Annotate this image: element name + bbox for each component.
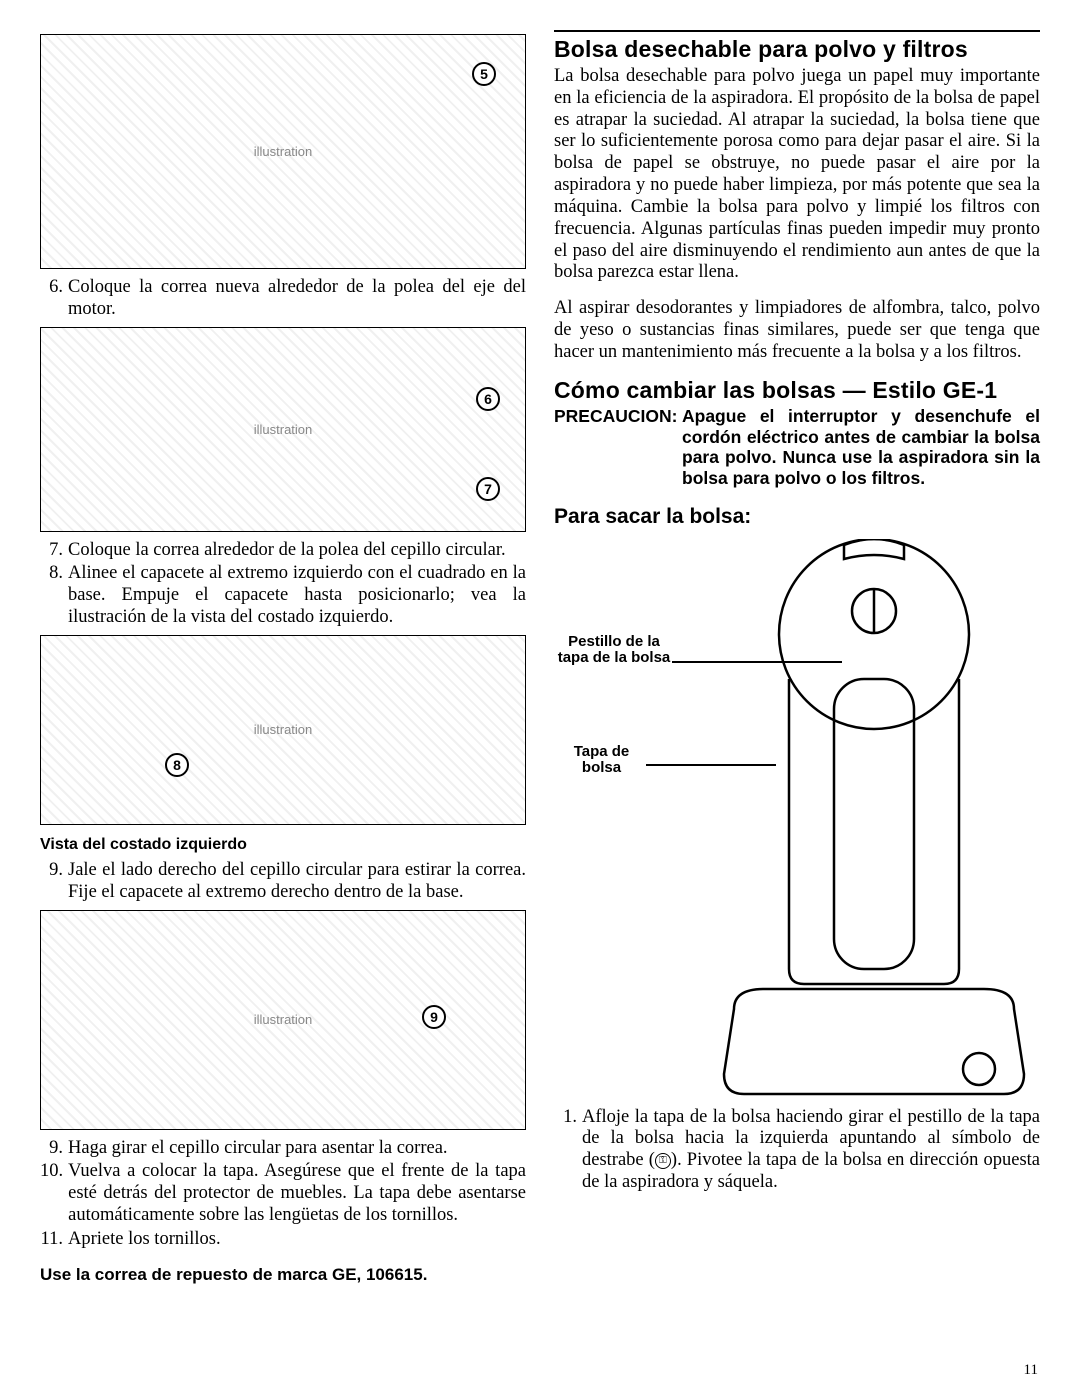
section-title-bag-filters: Bolsa desechable para polvo y filtros [554,36,1040,63]
step-number: 6. [40,277,68,321]
figure-step5: illustration 5 [40,34,526,269]
figure-step9: illustration 9 [40,910,526,1130]
figure-step8: illustration 8 [40,635,526,825]
step-text: Alinee el capacete al extremo izquierdo … [68,563,526,628]
paragraph-fine-particles: Al aspirar desodorantes y limpiadores de… [554,298,1040,363]
caution-text: Apague el interruptor y desenchufe el co… [682,406,1040,489]
step-text: Vuelva a colocar la tapa. Asegúrese que … [68,1161,526,1226]
section-title-change-bags: Cómo cambiar las bolsas — Estilo GE-1 [554,378,1040,403]
illustration-placeholder: illustration [40,910,526,1130]
callout-6: 6 [476,387,500,411]
left-column: illustration 5 6. Coloque la correa nuev… [40,30,526,1367]
illustration-placeholder: illustration [40,635,526,825]
step-11: 11. Apriete los tornillos. [40,1229,526,1251]
step-number: 10. [40,1161,68,1226]
illustration-placeholder: illustration [40,327,526,532]
callout-7: 7 [476,477,500,501]
steps-group-a: 6. Coloque la correa nueva alrededor de … [40,277,526,323]
step-text: Coloque la correa alrededor de la polea … [68,540,526,562]
callout-8: 8 [165,753,189,777]
step-number: 1. [554,1107,582,1194]
callout-9: 9 [422,1005,446,1029]
vacuum-svg-wrap [704,539,1044,1099]
unlock-icon: ⚿ [655,1153,671,1169]
step-text: Haga girar el cepillo circular para asen… [68,1138,526,1160]
step-text: Afloje la tapa de la bolsa haciendo gira… [582,1107,1040,1194]
step-7: 7. Coloque la correa alrededor de la pol… [40,540,526,562]
step-text: Coloque la correa nueva alrededor de la … [68,277,526,321]
step-number: 11. [40,1229,68,1251]
step-remove-1: 1. Afloje la tapa de la bolsa haciendo g… [554,1107,1040,1194]
replacement-belt-note: Use la correa de repuesto de marca GE, 1… [40,1265,526,1285]
figure-vacuum-diagram: Pestillo de la tapa de la bolsa Tapa de … [554,539,1040,1099]
step-9a: 9. Jale el lado derecho del cepillo circ… [40,860,526,904]
caution-label: PRECAUCION: [554,406,682,489]
paragraph-bag-importance: La bolsa desechable para polvo juega un … [554,66,1040,284]
diagram-label-cover: Tapa de bolsa [554,744,649,777]
step-6: 6. Coloque la correa nueva alrededor de … [40,277,526,321]
callout-5: 5 [472,62,496,86]
step-number: 8. [40,563,68,628]
illustration-placeholder: illustration [40,34,526,269]
step-8: 8. Alinee el capacete al extremo izquier… [40,563,526,628]
step-number: 9. [40,860,68,904]
right-column: Bolsa desechable para polvo y filtros La… [554,30,1040,1367]
steps-group-d: 9. Haga girar el cepillo circular para a… [40,1138,526,1253]
step-number: 7. [40,540,68,562]
step-text: Jale el lado derecho del cepillo circula… [68,860,526,904]
subsection-remove-bag: Para sacar la bolsa: [554,505,1040,529]
page-number: 11 [1024,1362,1038,1379]
vacuum-outline-svg [704,539,1044,1099]
leader-line-cover [646,764,776,766]
leader-line-latch [672,661,842,663]
step-text: Apriete los tornillos. [68,1229,526,1251]
step-9b: 9. Haga girar el cepillo circular para a… [40,1138,526,1160]
step-10: 10. Vuelva a colocar la tapa. Asegúrese … [40,1161,526,1226]
steps-group-c: 9. Jale el lado derecho del cepillo circ… [40,860,526,906]
figure-caption-left-view: Vista del costado izquierdo [40,836,526,854]
step-number: 9. [40,1138,68,1160]
diagram-label-latch: Pestillo de la tapa de la bolsa [554,634,674,667]
figure-step6-7: illustration 6 7 [40,327,526,532]
steps-remove-bag: 1. Afloje la tapa de la bolsa haciendo g… [554,1107,1040,1196]
caution-block: PRECAUCION: Apague el interruptor y dese… [554,406,1040,489]
steps-group-b: 7. Coloque la correa alrededor de la pol… [40,540,526,631]
